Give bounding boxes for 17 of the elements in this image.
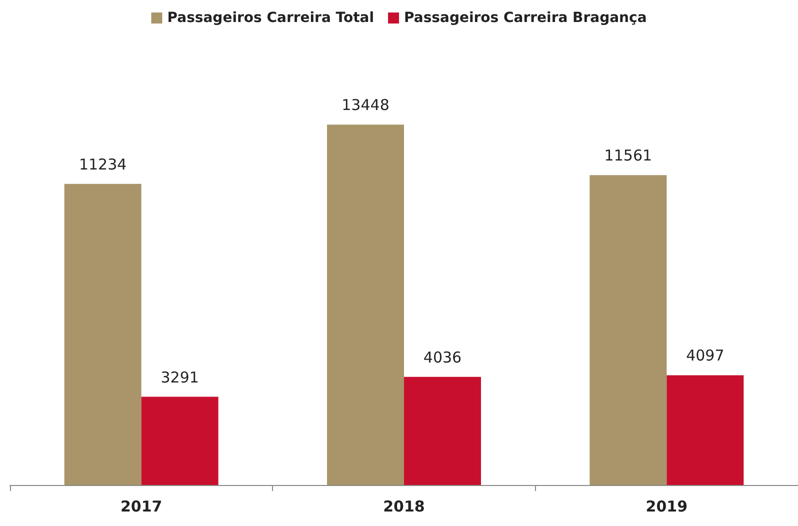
data-label: 11234 (78, 155, 127, 174)
x-tick-label: 2017 (120, 498, 162, 516)
x-tick-label: 2019 (646, 498, 688, 516)
bar (590, 175, 667, 485)
legend-label: Passageiros Carreira Total (167, 10, 374, 26)
data-label: 13448 (342, 96, 390, 114)
data-label: 3291 (160, 368, 199, 386)
bar (64, 184, 142, 485)
bar (141, 396, 218, 485)
data-label: 4097 (686, 346, 724, 365)
bar (666, 375, 744, 485)
x-tick-label: 2018 (383, 498, 425, 516)
legend-label: Passageiros Carreira Bragança (404, 10, 647, 26)
bar (404, 376, 481, 485)
data-label: 4036 (423, 348, 462, 366)
bar (327, 124, 404, 485)
data-label: 11561 (604, 146, 652, 165)
